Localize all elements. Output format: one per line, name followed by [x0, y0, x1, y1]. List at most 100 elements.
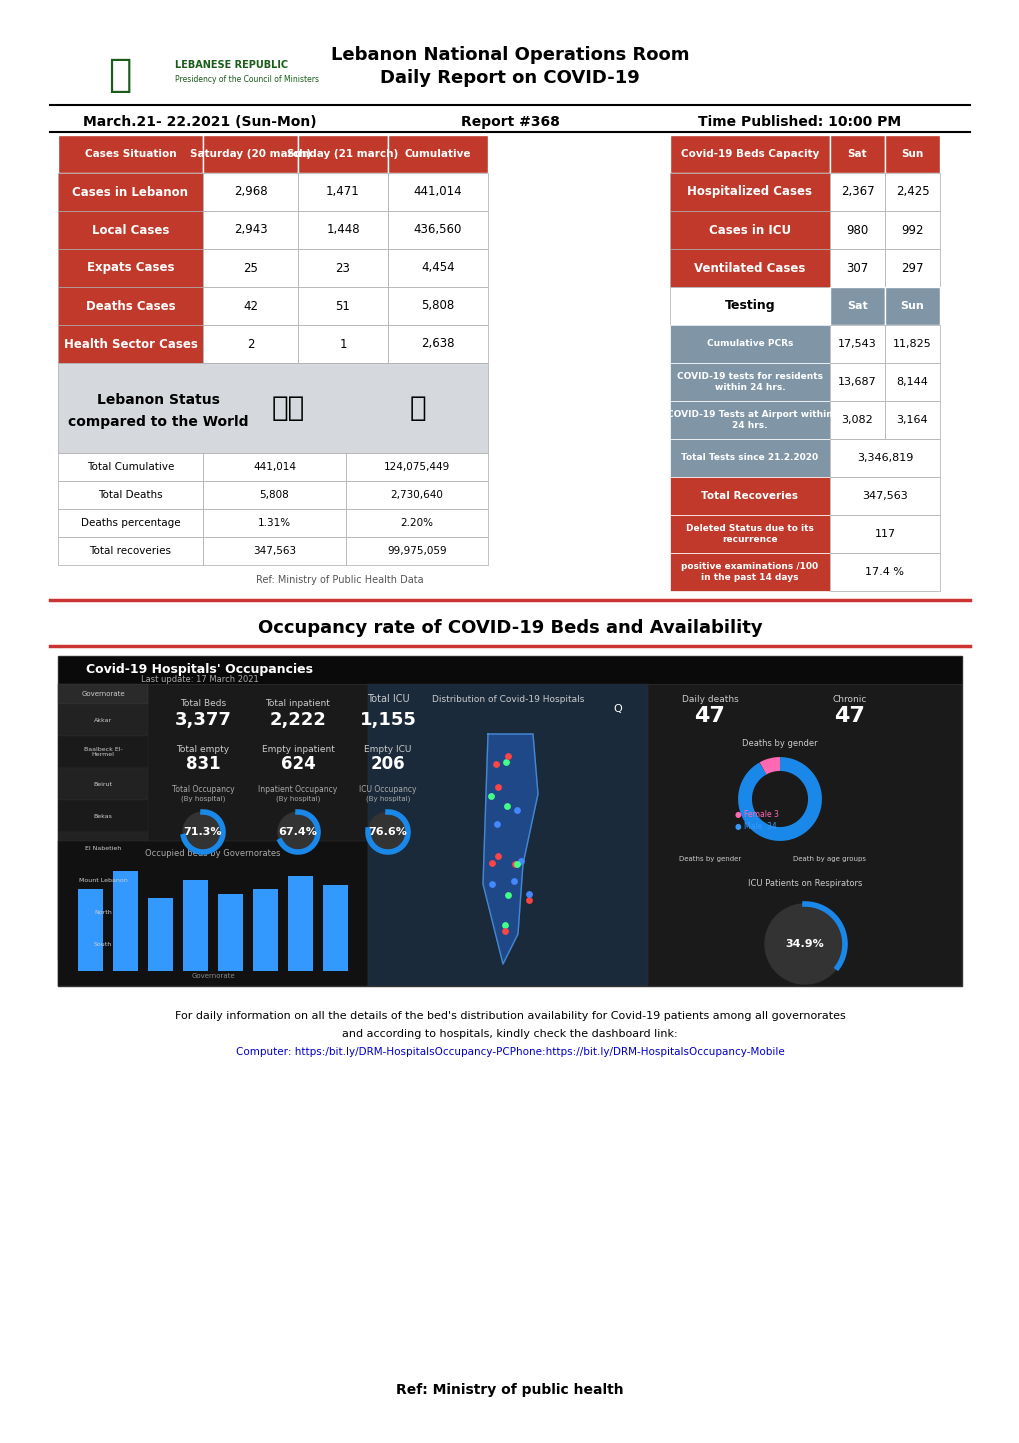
Bar	[287, 876, 313, 971]
Bar	[669, 287, 829, 325]
Text: 441,014: 441,014	[414, 186, 462, 199]
Point	[506, 853, 523, 876]
Text: Occupancy rate of COVID-19 Beds and Availability: Occupancy rate of COVID-19 Beds and Avai…	[258, 619, 761, 636]
Bar	[829, 250, 884, 287]
Point	[490, 844, 506, 867]
Text: 307: 307	[846, 261, 868, 274]
Text: Total Beds: Total Beds	[179, 700, 226, 709]
Text: COVID-19 Tests at Airport within
24 hrs.: COVID-19 Tests at Airport within 24 hrs.	[666, 410, 833, 430]
Text: 2,968: 2,968	[233, 186, 267, 199]
Bar	[203, 287, 298, 325]
Text: Total inpatient: Total inpatient	[265, 700, 330, 709]
Text: Cases in ICU: Cases in ICU	[708, 224, 791, 237]
Text: Total Recoveries: Total Recoveries	[701, 491, 798, 501]
Bar	[387, 173, 487, 211]
Bar	[203, 173, 298, 211]
Text: 5,808: 5,808	[421, 300, 454, 313]
Text: Total Tests since 21.2.2020: Total Tests since 21.2.2020	[681, 453, 818, 463]
Bar	[669, 439, 829, 478]
Text: Deaths percentage: Deaths percentage	[81, 518, 180, 528]
Text: 441,014: 441,014	[253, 462, 296, 472]
Bar	[58, 657, 961, 684]
Text: Occupied beds by Governorates: Occupied beds by Governorates	[145, 848, 280, 857]
Bar	[113, 872, 138, 971]
Text: Cumulative: Cumulative	[405, 149, 471, 159]
Text: Total recoveries: Total recoveries	[90, 545, 171, 556]
Bar	[58, 509, 203, 537]
Text: Expats Cases: Expats Cases	[87, 261, 174, 274]
Bar	[182, 880, 208, 971]
Text: 67.4%: 67.4%	[278, 827, 317, 837]
Text: 206: 206	[370, 755, 405, 773]
Text: Total ICU: Total ICU	[366, 694, 409, 704]
Text: Sat: Sat	[847, 302, 867, 312]
Text: Bekas: Bekas	[94, 814, 112, 818]
Bar	[829, 364, 884, 401]
Point	[490, 775, 506, 798]
Text: El Nabetieh: El Nabetieh	[85, 846, 121, 850]
Text: March.21- 22.2021 (Sun-Mon): March.21- 22.2021 (Sun-Mon)	[84, 115, 317, 128]
Bar	[203, 211, 298, 250]
Bar	[58, 896, 148, 928]
Text: Cases in Lebanon: Cases in Lebanon	[72, 186, 189, 199]
Text: 2,222: 2,222	[269, 711, 326, 729]
Text: 🇱🇧: 🇱🇧	[271, 394, 305, 421]
Text: 992: 992	[901, 224, 923, 237]
Text: 11,825: 11,825	[893, 339, 931, 349]
Text: Total empty: Total empty	[176, 745, 229, 753]
Polygon shape	[483, 734, 537, 964]
Bar	[829, 211, 884, 250]
Text: Deaths by gender: Deaths by gender	[679, 856, 741, 861]
Bar	[298, 173, 387, 211]
Text: 1,155: 1,155	[360, 711, 416, 729]
Circle shape	[182, 812, 223, 851]
Point	[498, 795, 515, 818]
Text: Cases Situation: Cases Situation	[85, 149, 176, 159]
Bar	[58, 136, 203, 173]
Text: Deaths Cases: Deaths Cases	[86, 300, 175, 313]
Bar	[829, 287, 884, 325]
Text: 3,346,819: 3,346,819	[856, 453, 912, 463]
Bar	[669, 364, 829, 401]
Text: 47: 47	[694, 706, 725, 726]
Bar	[387, 136, 487, 173]
Bar	[669, 325, 829, 364]
Text: 17.4 %: 17.4 %	[865, 567, 904, 577]
Text: Empty ICU: Empty ICU	[364, 745, 412, 753]
Text: Sun: Sun	[900, 302, 923, 312]
Text: 831: 831	[185, 755, 220, 773]
Text: 1,471: 1,471	[326, 186, 360, 199]
Text: 1,448: 1,448	[326, 224, 360, 237]
Text: 3,377: 3,377	[174, 711, 231, 729]
Bar	[884, 136, 940, 173]
Text: 23: 23	[335, 261, 351, 274]
Bar	[884, 325, 940, 364]
Bar	[298, 211, 387, 250]
Circle shape	[368, 812, 408, 851]
Bar	[298, 250, 387, 287]
Text: Computer: https:/bit.ly/DRM-HospitalsOccupancy-PCPhone:https://bit.ly/DRM-Hospit: Computer: https:/bit.ly/DRM-HospitalsOcc…	[235, 1048, 784, 1058]
Bar	[203, 537, 345, 566]
Text: Covid-19 Hospitals' Occupancies: Covid-19 Hospitals' Occupancies	[87, 664, 313, 677]
Bar	[203, 250, 298, 287]
Point	[507, 798, 524, 821]
Text: Ref: Ministry of public health: Ref: Ministry of public health	[395, 1382, 624, 1397]
Bar	[203, 136, 298, 173]
Text: Governorate: Governorate	[191, 973, 234, 978]
Bar	[58, 704, 148, 736]
Text: 347,563: 347,563	[253, 545, 296, 556]
Bar	[77, 889, 103, 971]
Text: North: North	[94, 909, 112, 915]
Text: Daily deaths: Daily deaths	[681, 694, 738, 704]
Bar	[58, 287, 203, 325]
Text: 4,454: 4,454	[421, 261, 454, 274]
Text: ICU Occupancy: ICU Occupancy	[359, 785, 417, 794]
Text: Inpatient Occupancy: Inpatient Occupancy	[258, 785, 337, 794]
Text: Hospitalized Cases: Hospitalized Cases	[687, 186, 812, 199]
Text: 13,687: 13,687	[838, 377, 876, 387]
Bar	[58, 736, 148, 768]
Bar	[58, 364, 487, 453]
Bar	[345, 481, 487, 509]
Text: Report #368: Report #368	[461, 115, 558, 128]
Text: 2,425: 2,425	[895, 186, 928, 199]
